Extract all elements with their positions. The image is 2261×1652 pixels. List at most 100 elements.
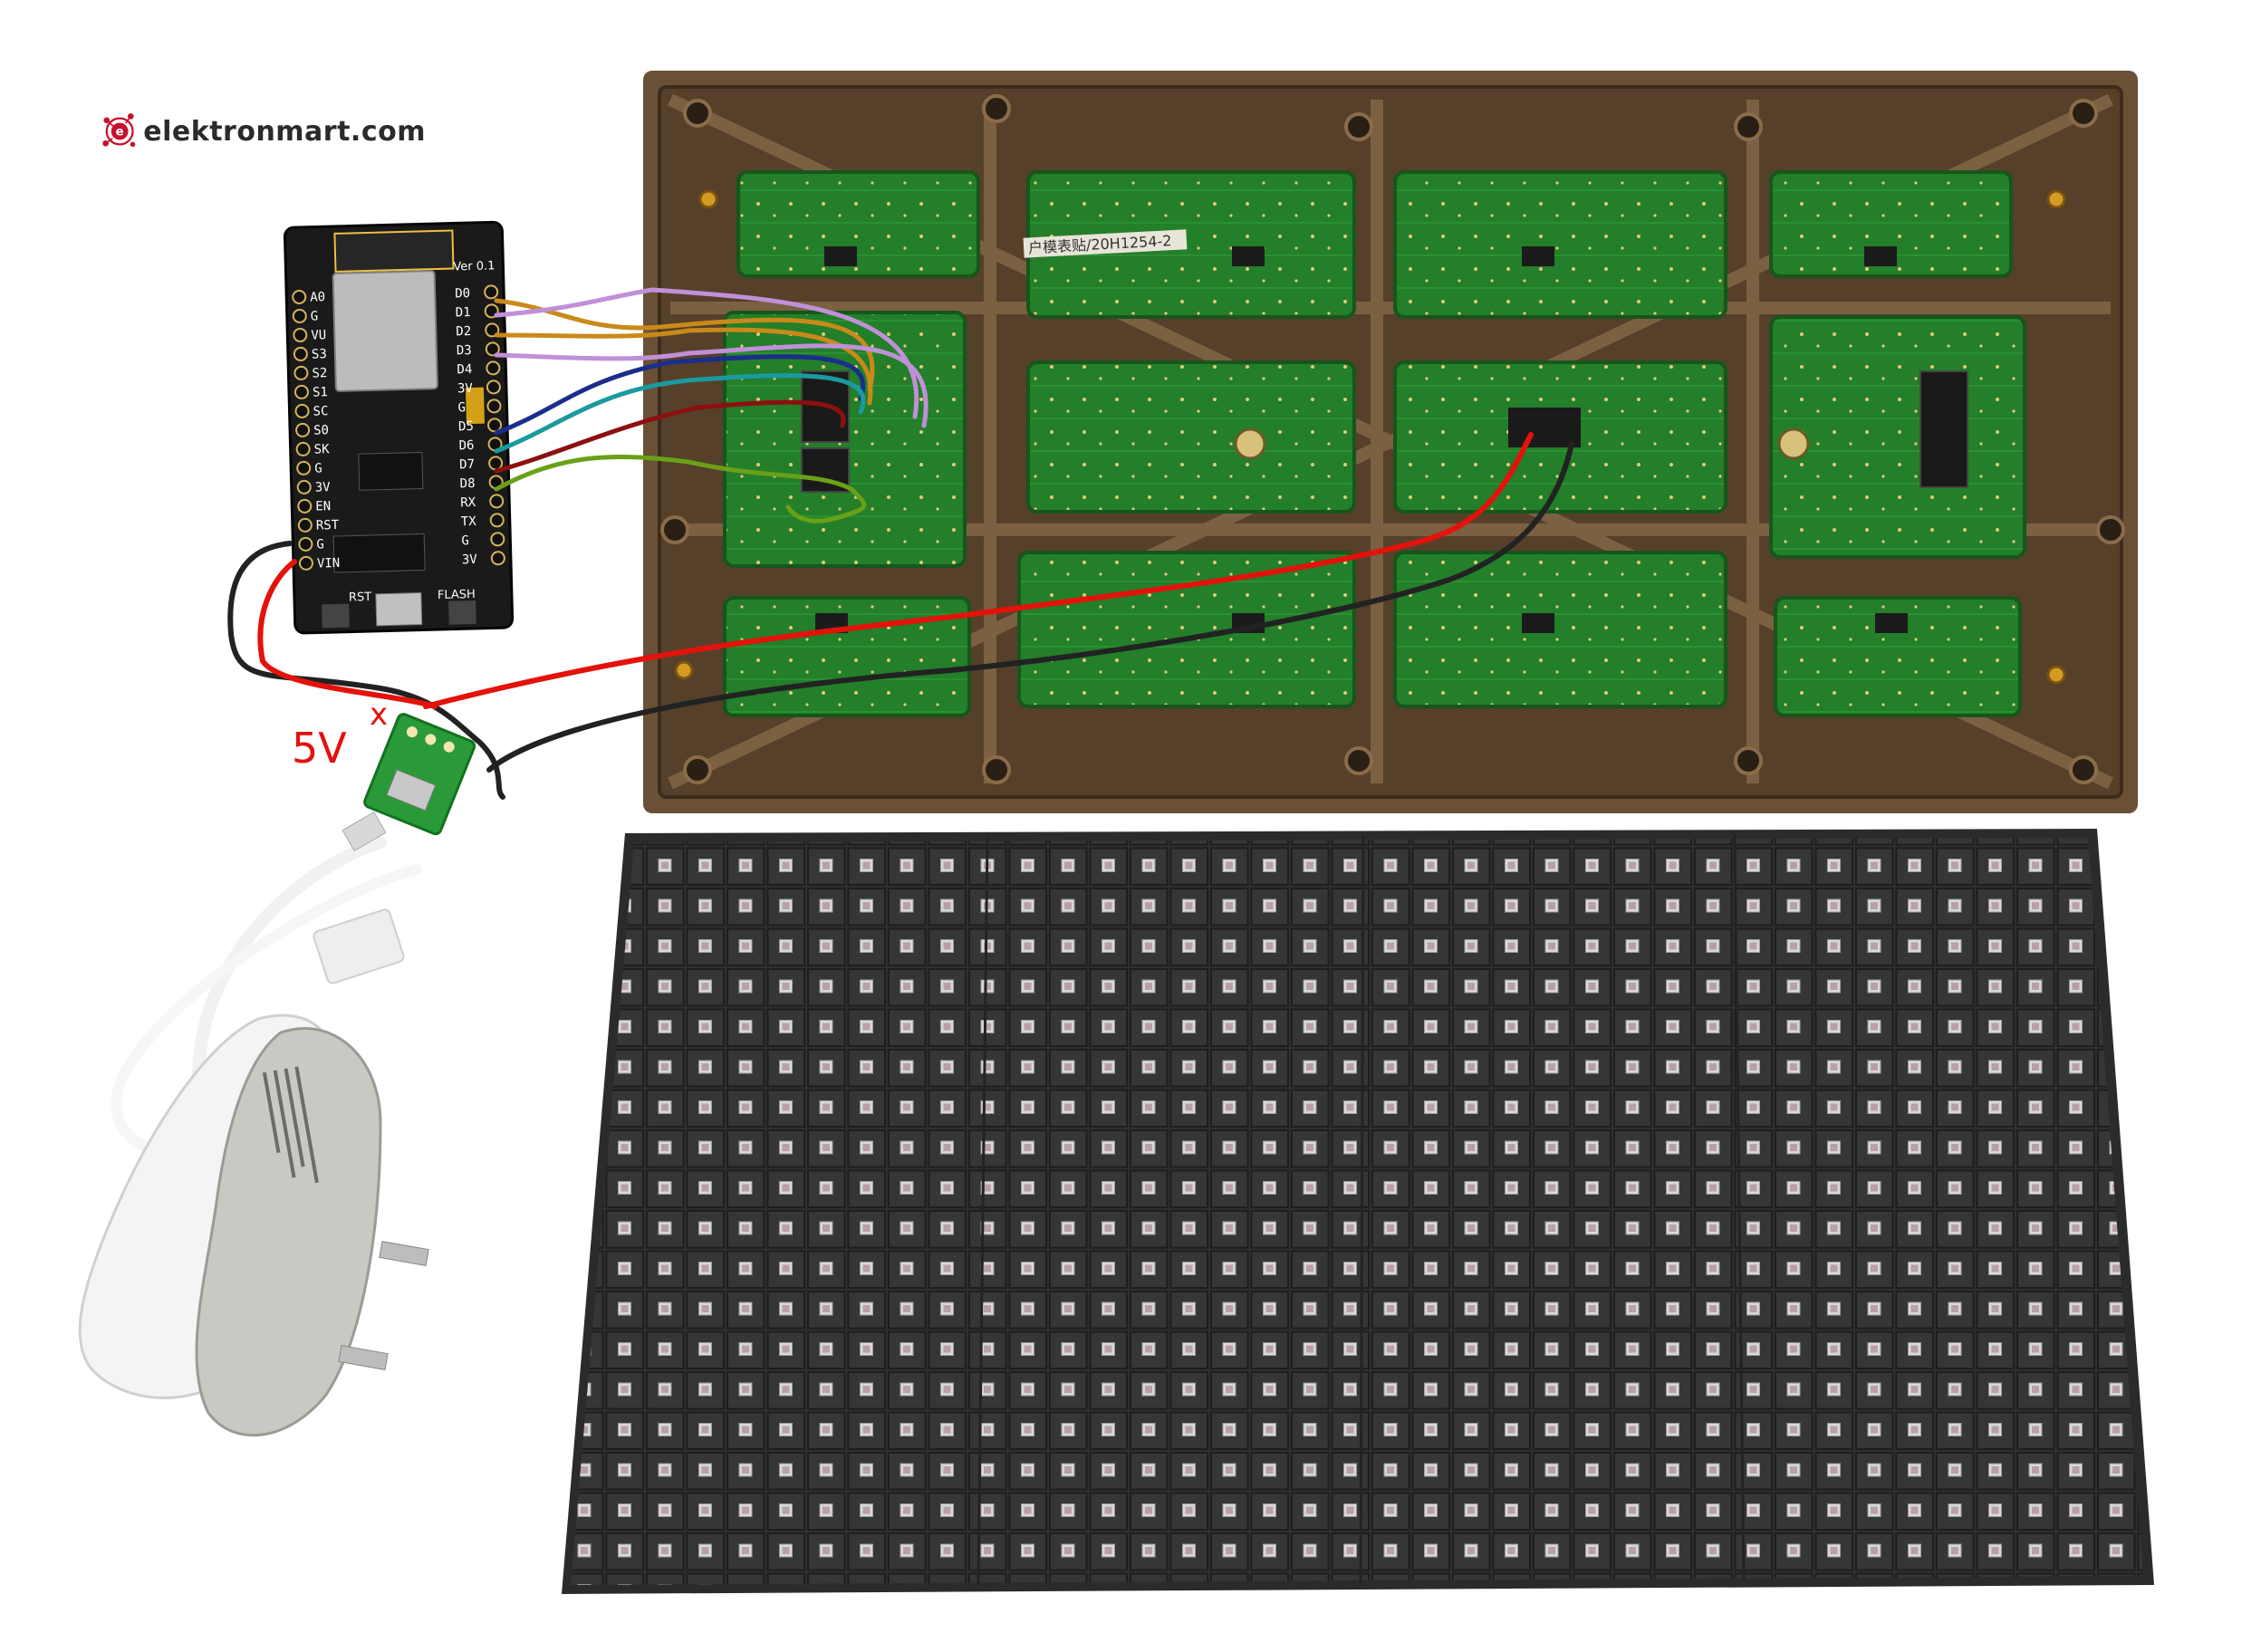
right-pin-label: D2 bbox=[456, 324, 471, 339]
right-pin-label: 3V bbox=[457, 381, 474, 396]
right-pin-hole bbox=[486, 379, 501, 395]
right-pin-label: 3V bbox=[462, 552, 478, 567]
data-wires bbox=[494, 287, 928, 523]
left-pin-hole bbox=[292, 289, 307, 304]
right-pin-label: RX bbox=[460, 495, 476, 510]
left-pin-label: A0 bbox=[310, 290, 325, 304]
usb-a-plug bbox=[313, 908, 405, 984]
tantalum-capacitor bbox=[465, 387, 485, 425]
left-pin-label: VU bbox=[311, 328, 326, 342]
right-pin-label: D4 bbox=[457, 362, 472, 377]
wifi-antenna bbox=[333, 229, 455, 273]
wire-panel-ground bbox=[486, 441, 1574, 773]
left-pin-hole bbox=[297, 498, 313, 514]
power-voltage-label: 5V bbox=[292, 724, 347, 773]
left-pin-hole bbox=[296, 460, 312, 475]
right-pin-label: D8 bbox=[459, 476, 475, 491]
left-pin-hole bbox=[296, 479, 312, 495]
wire-d8 bbox=[494, 454, 867, 523]
left-pin-label: SK bbox=[313, 442, 330, 456]
right-pin-hole bbox=[486, 360, 501, 376]
wire-d7 bbox=[494, 399, 846, 474]
micro-usb-plug bbox=[342, 812, 387, 851]
right-pin-label: TX bbox=[461, 514, 477, 529]
left-pin-hole bbox=[298, 536, 313, 552]
elektronmart-logo-icon: e bbox=[102, 113, 136, 148]
left-pin-hole bbox=[293, 365, 309, 380]
right-pin-label: D3 bbox=[457, 343, 472, 358]
usb-serial-chip bbox=[358, 451, 424, 491]
left-pin-hole bbox=[293, 384, 309, 399]
left-pin-label: VIN bbox=[317, 556, 341, 571]
right-pin-label: D6 bbox=[458, 438, 474, 453]
right-pin-hole bbox=[484, 284, 499, 300]
left-pin-hole bbox=[293, 327, 308, 342]
brand-name: elektronmart.com bbox=[143, 115, 426, 148]
left-pin-hole bbox=[295, 441, 311, 456]
right-pin-hole bbox=[489, 513, 505, 528]
left-pin-label: 3V bbox=[315, 480, 332, 495]
left-pin-hole bbox=[295, 422, 311, 437]
rst-button[interactable] bbox=[322, 603, 350, 629]
flash-button[interactable] bbox=[448, 600, 476, 625]
hub75-input-connector bbox=[801, 370, 850, 493]
wire-panel-power bbox=[423, 432, 1534, 709]
left-pin-label: G bbox=[316, 537, 324, 552]
alignment-pins bbox=[674, 189, 2066, 685]
rst-button-label: RST bbox=[349, 591, 372, 605]
left-pin-label: RST bbox=[316, 518, 340, 533]
pcb-windows bbox=[723, 170, 2026, 717]
left-pin-label: S3 bbox=[312, 347, 327, 361]
left-pin-label: SC bbox=[313, 404, 328, 418]
wire-d5 bbox=[494, 354, 866, 436]
esp8266-module bbox=[332, 270, 438, 392]
usb-breakout-board bbox=[363, 713, 476, 836]
breakout-usb-port[interactable] bbox=[386, 769, 437, 812]
right-pin-label: G bbox=[461, 533, 469, 548]
brand-logo: e elektronmart.com bbox=[100, 91, 426, 172]
right-pin-label: D7 bbox=[459, 457, 475, 472]
right-pin-label: D0 bbox=[455, 286, 470, 301]
led-panel-back: 户模表贴/20H1254-2 bbox=[643, 71, 2138, 813]
micro-usb-port[interactable] bbox=[375, 592, 423, 627]
right-pin-hole bbox=[490, 532, 505, 547]
wire-d2 bbox=[494, 327, 873, 406]
right-pin-hole bbox=[485, 341, 500, 357]
left-pin-hole bbox=[292, 308, 307, 323]
driver-chips bbox=[815, 246, 1908, 633]
right-pin-label: D1 bbox=[456, 305, 471, 320]
left-pin-label: G bbox=[314, 461, 322, 475]
capacitors bbox=[1234, 427, 1810, 460]
left-pin-label: S1 bbox=[313, 385, 328, 399]
left-pin-hole bbox=[298, 555, 313, 571]
power-adapter bbox=[78, 812, 429, 1437]
regulator-chip bbox=[332, 533, 426, 573]
wire-vin-ground bbox=[227, 541, 505, 800]
plug-prong-1 bbox=[379, 1241, 429, 1266]
led-matrix-panel-front bbox=[562, 829, 2154, 1594]
power-header bbox=[1508, 408, 1581, 447]
right-pin-header: D0 D1 D2 D3 D4 3V G D5 D6 D7 D8 RX TX G 3V bbox=[455, 284, 505, 567]
left-pin-hole bbox=[297, 517, 313, 533]
board-version: Ver 0.1 bbox=[453, 259, 495, 274]
power-wires bbox=[227, 432, 1574, 800]
wire-vin-power bbox=[257, 559, 438, 709]
left-pin-header: A0 G VU S3 S2 S1 SC S0 SK G 3V EN RST G VIN bbox=[292, 289, 341, 571]
wire-d3 bbox=[494, 343, 928, 428]
left-pin-label: S0 bbox=[313, 423, 329, 437]
power-mark: x bbox=[370, 696, 388, 733]
right-pin-label: D5 bbox=[458, 419, 474, 434]
flash-button-label: FLASH bbox=[438, 588, 476, 602]
logo-letter: e bbox=[116, 125, 124, 139]
wire-d6 bbox=[494, 373, 866, 454]
left-pin-label: G bbox=[311, 309, 319, 323]
right-pin-label: G bbox=[457, 400, 466, 415]
left-pin-label: EN bbox=[315, 499, 331, 514]
plug-prong-2 bbox=[338, 1345, 389, 1370]
mounting-holes bbox=[660, 94, 2125, 784]
right-pin-hole bbox=[486, 399, 502, 414]
right-pin-hole bbox=[489, 494, 505, 509]
left-pin-label: S2 bbox=[312, 366, 327, 380]
right-pin-hole bbox=[490, 551, 505, 566]
